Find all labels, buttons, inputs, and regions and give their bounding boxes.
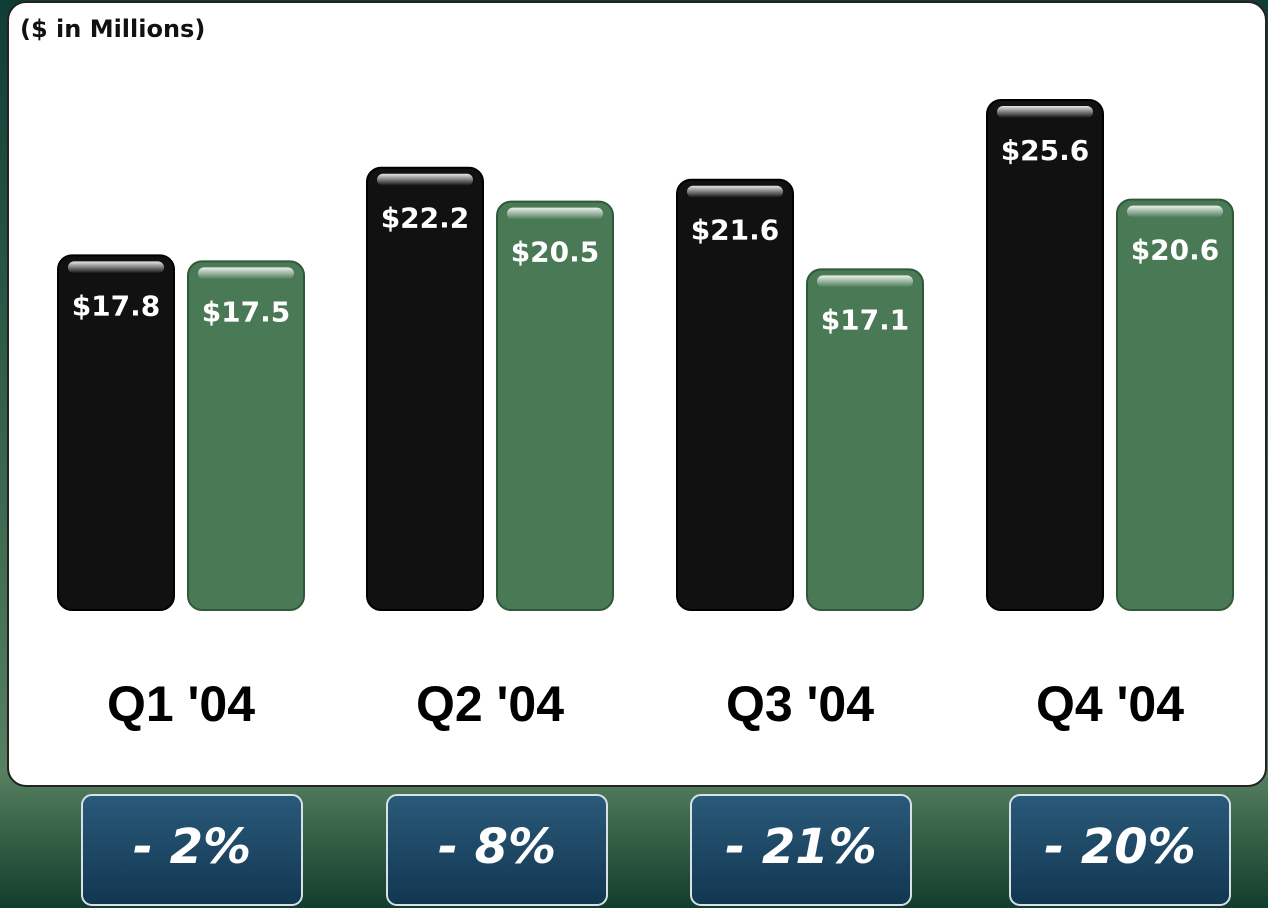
change-box <box>81 794 303 906</box>
x-tick-label: Q1 '04 <box>107 676 255 732</box>
bar-shine <box>687 185 783 198</box>
bar-shine <box>997 106 1093 118</box>
change-box <box>1009 794 1231 906</box>
x-tick-label: Q2 '04 <box>416 676 564 732</box>
bar-shine <box>68 261 164 274</box>
data-label: $22.2 <box>381 202 470 235</box>
bar <box>1116 198 1234 611</box>
x-tick-label: Q4 '04 <box>1036 676 1184 732</box>
change-box <box>690 794 912 906</box>
bar <box>496 200 614 611</box>
bar <box>676 178 794 611</box>
change-label: - 21% <box>725 819 877 875</box>
bar <box>986 99 1104 611</box>
data-label: $20.6 <box>1131 234 1220 267</box>
change-box <box>386 794 608 906</box>
data-label: $17.5 <box>202 295 291 328</box>
bar <box>366 166 484 611</box>
bar-shine <box>507 207 603 220</box>
bar-shine <box>817 275 913 288</box>
chart-title: ($ in Millions) <box>20 15 205 43</box>
data-label: $17.8 <box>72 289 161 322</box>
data-label: $21.6 <box>691 214 780 247</box>
data-label: $17.1 <box>821 303 910 336</box>
bar-shine <box>1127 205 1223 218</box>
x-tick-label: Q3 '04 <box>726 676 874 732</box>
bar <box>57 254 175 611</box>
data-label: $25.6 <box>1001 134 1090 167</box>
change-label: - 20% <box>1044 819 1196 875</box>
bar <box>806 268 924 611</box>
bar-shine <box>377 173 473 186</box>
change-label: - 2% <box>133 819 251 875</box>
data-label: $20.5 <box>511 236 600 269</box>
bar-shine <box>198 267 294 280</box>
bar <box>187 260 305 611</box>
change-label: - 8% <box>438 819 556 875</box>
chart-panel <box>7 1 1267 787</box>
